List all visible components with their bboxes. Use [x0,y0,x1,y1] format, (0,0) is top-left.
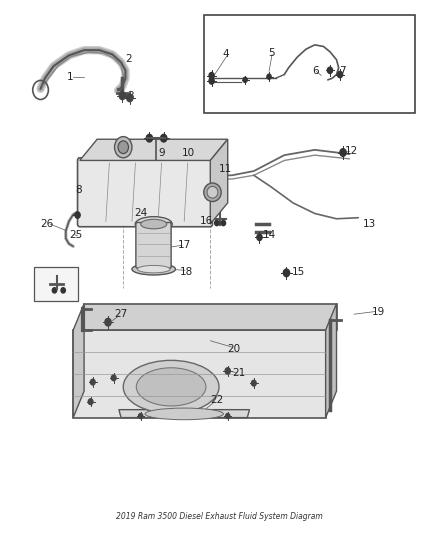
Ellipse shape [145,408,223,419]
Circle shape [75,212,80,218]
Circle shape [251,380,256,386]
Text: 14: 14 [262,230,276,240]
Text: 5: 5 [268,48,274,58]
Text: 16: 16 [199,216,213,227]
Text: 20: 20 [228,344,241,354]
Text: 2019 Ram 3500 Diesel Exhaust Fluid System Diagram: 2019 Ram 3500 Diesel Exhaust Fluid Syste… [116,512,322,521]
Text: 10: 10 [182,148,195,158]
Ellipse shape [141,219,167,229]
Text: 8: 8 [75,184,82,195]
Circle shape [52,288,57,293]
Ellipse shape [135,216,172,231]
Polygon shape [73,330,325,418]
Circle shape [61,288,65,293]
Circle shape [327,67,332,74]
Ellipse shape [136,368,206,406]
Circle shape [90,379,95,385]
Text: 12: 12 [345,146,358,156]
Circle shape [257,234,262,240]
Text: 18: 18 [180,267,193,277]
Text: 6: 6 [313,67,319,76]
Circle shape [127,94,133,102]
Text: 13: 13 [363,219,376,229]
Ellipse shape [123,360,219,414]
FancyBboxPatch shape [136,222,171,268]
Polygon shape [73,304,84,418]
Circle shape [118,141,128,154]
Circle shape [283,269,290,277]
Circle shape [267,74,271,79]
Circle shape [111,375,116,381]
Polygon shape [84,304,336,330]
Text: 1: 1 [67,71,73,82]
Text: 2: 2 [125,54,132,63]
Text: 21: 21 [232,368,245,377]
Text: 3: 3 [127,91,134,101]
Circle shape [146,134,152,142]
FancyBboxPatch shape [78,158,212,227]
Text: 26: 26 [41,219,54,229]
Text: 9: 9 [158,148,165,158]
Text: 25: 25 [69,230,82,240]
Circle shape [138,414,143,418]
Circle shape [119,92,126,100]
Circle shape [88,399,93,405]
Circle shape [226,414,230,418]
Ellipse shape [204,183,221,201]
Text: 17: 17 [178,240,191,251]
Bar [204,14,415,113]
Ellipse shape [132,263,176,275]
Bar [34,266,78,301]
Ellipse shape [138,265,170,273]
Text: 22: 22 [210,395,223,405]
Circle shape [340,149,346,156]
Circle shape [161,134,167,142]
Polygon shape [210,139,228,224]
Circle shape [225,368,230,374]
Circle shape [243,77,247,83]
Polygon shape [325,304,336,418]
Text: 15: 15 [292,267,305,277]
Text: 19: 19 [371,306,385,317]
Text: 27: 27 [115,309,128,319]
Ellipse shape [207,187,218,198]
Circle shape [337,71,343,78]
Circle shape [105,318,111,326]
Polygon shape [80,139,228,160]
Circle shape [209,72,214,79]
Text: 4: 4 [223,50,229,59]
Text: 24: 24 [134,208,147,219]
Polygon shape [119,410,250,418]
Circle shape [209,78,214,84]
Text: 23: 23 [36,277,49,287]
Circle shape [115,136,132,158]
Circle shape [221,220,226,225]
Text: 7: 7 [339,67,345,76]
Circle shape [215,220,219,225]
Text: 11: 11 [219,165,232,174]
